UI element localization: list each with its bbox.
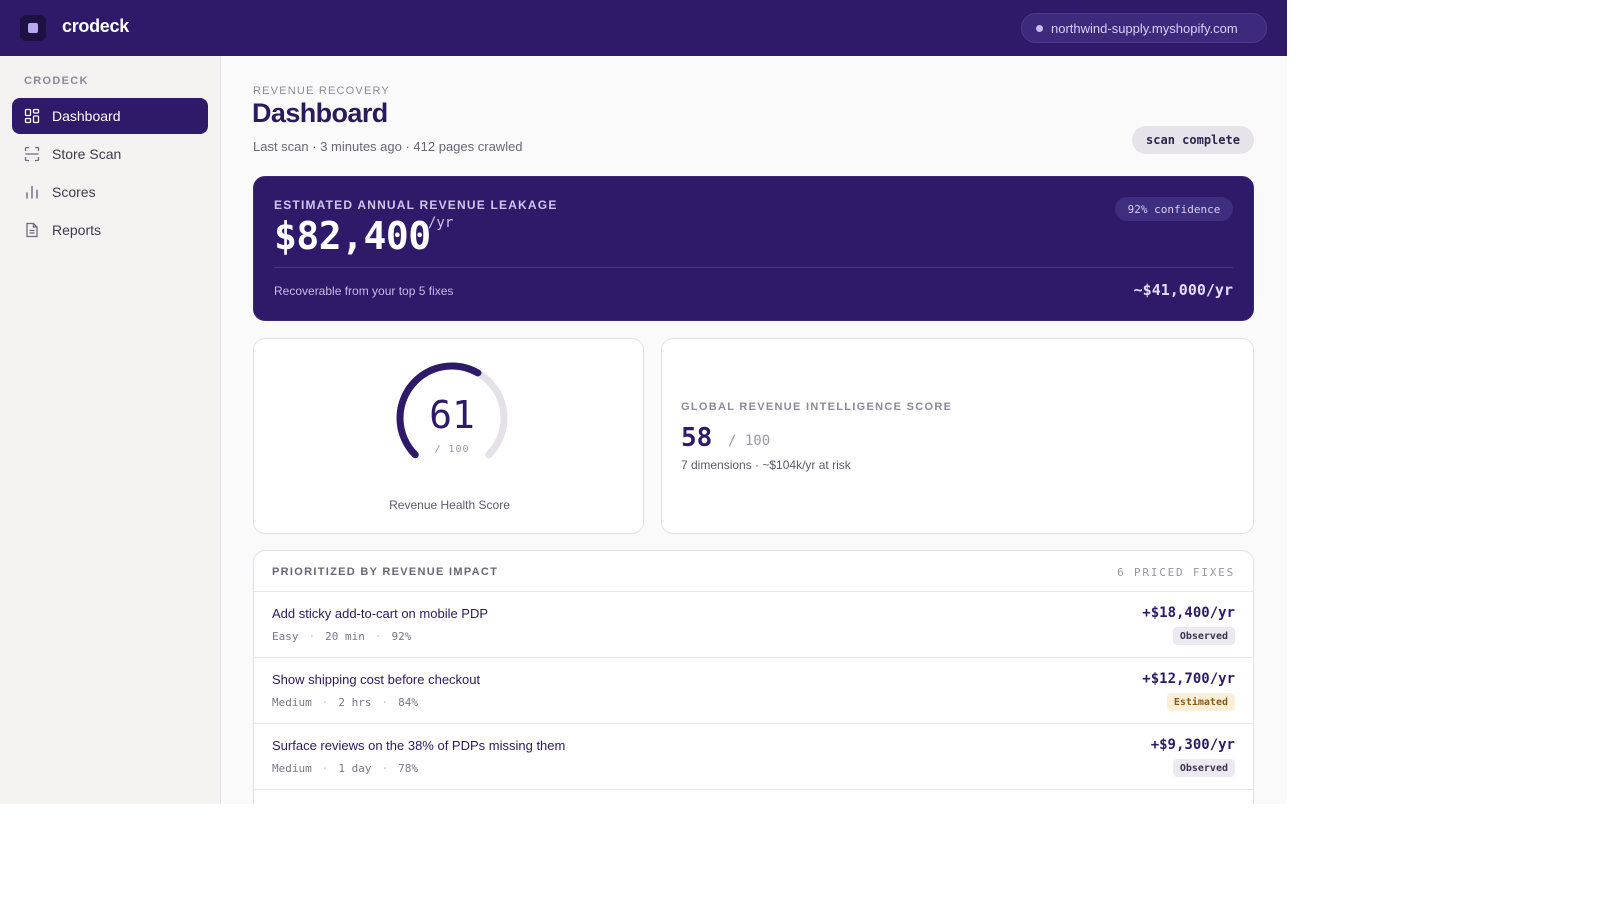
fix-value: +$9,300/yr	[1150, 737, 1235, 753]
fix-row[interactable]: Show shipping cost before checkout Mediu…	[254, 658, 1253, 724]
page-eyebrow: REVENUE RECOVERY	[253, 85, 390, 97]
fix-row[interactable]: Surface reviews on the 38% of PDPs missi…	[254, 724, 1253, 790]
fix-confidence: 84%	[398, 696, 418, 709]
scan-icon	[24, 146, 40, 162]
gri-description: 7 dimensions · ~$104k/yr at risk	[681, 458, 851, 472]
leakage-label: ESTIMATED ANNUAL REVENUE LEAKAGE	[274, 198, 558, 212]
fix-time: 20 min	[325, 630, 365, 643]
gri-max: / 100	[728, 433, 771, 449]
leakage-amount: $82,400	[274, 214, 431, 258]
sidebar-item-scores[interactable]: Scores	[12, 174, 208, 210]
divider	[274, 267, 1233, 268]
fix-value: +$12,700/yr	[1142, 671, 1235, 687]
sidebar-heading: CRODECK	[24, 75, 89, 87]
health-score-label: Revenue Health Score	[389, 498, 510, 512]
sidebar-item-label: Dashboard	[52, 108, 121, 124]
status-badge: scan complete	[1132, 126, 1254, 154]
sidebar: CRODECK Dashboard Store Scan	[0, 56, 221, 804]
status-dot-icon	[1036, 24, 1043, 32]
fixes-header: PRIORITIZED BY REVENUE IMPACT 6 PRICED F…	[254, 551, 1253, 592]
fix-confidence: 92%	[391, 630, 412, 643]
fix-title: Show shipping cost before checkout	[272, 672, 481, 687]
sidebar-item-label: Scores	[52, 184, 96, 200]
dashboard-grid-icon	[24, 108, 40, 124]
global-revenue-intelligence-card: GLOBAL REVENUE INTELLIGENCE SCORE 58 / 1…	[661, 338, 1254, 534]
leakage-unit: /yr	[428, 215, 454, 231]
app-window: crodeck northwind-supply.myshopify.com C…	[0, 0, 1287, 804]
bar-chart-icon	[24, 184, 40, 200]
sidebar-item-store-scan[interactable]: Store Scan	[12, 136, 208, 172]
page-title: Dashboard	[252, 98, 388, 128]
sidebar-item-label: Reports	[52, 222, 102, 238]
prioritized-fixes-panel: PRIORITIZED BY REVENUE IMPACT 6 PRICED F…	[253, 550, 1254, 804]
fix-title: Surface reviews on the 38% of PDPs missi…	[272, 738, 566, 753]
health-score-gauge	[396, 362, 508, 474]
sidebar-item-label: Store Scan	[52, 146, 122, 162]
page-subtitle: Last scan · 3 minutes ago · 412 pages cr…	[253, 139, 523, 154]
leakage-footer: Recoverable from your top 5 fixes	[274, 284, 454, 298]
fix-title: Add sticky add-to-cart on mobile PDP	[272, 606, 489, 621]
document-icon	[24, 222, 40, 238]
fix-effort: Easy	[272, 630, 299, 643]
recoverable-amount: ~$41,000/yr	[1133, 281, 1233, 299]
store-selector[interactable]: northwind-supply.myshopify.com	[1021, 13, 1267, 43]
fix-value: +$18,400/yr	[1142, 605, 1235, 621]
fix-effort: Medium	[272, 696, 312, 709]
fix-badge: Observed	[1172, 759, 1235, 777]
health-score-value: 61	[429, 393, 475, 437]
confidence-badge: 92% confidence	[1115, 197, 1233, 221]
top-bar: crodeck northwind-supply.myshopify.com	[0, 0, 1287, 56]
fixes-count: 6 PRICED FIXES	[1117, 566, 1235, 579]
fix-row[interactable]: Add sticky add-to-cart on mobile PDP Eas…	[254, 592, 1253, 658]
fixes-title: PRIORITIZED BY REVENUE IMPACT	[272, 566, 499, 578]
fix-badge: Observed	[1172, 627, 1235, 645]
gauge-fill	[396, 362, 508, 474]
sidebar-item-reports[interactable]: Reports	[12, 212, 208, 248]
revenue-health-card: 61 / 100 Revenue Health Score	[253, 338, 644, 534]
health-score-max: / 100	[434, 444, 470, 455]
sidebar-item-dashboard[interactable]: Dashboard	[12, 98, 208, 134]
fix-effort: Medium	[272, 762, 312, 775]
fix-confidence: 78%	[398, 762, 418, 775]
logo-icon[interactable]	[20, 15, 46, 41]
gri-label: GLOBAL REVENUE INTELLIGENCE SCORE	[681, 401, 953, 413]
store-domain: northwind-supply.myshopify.com	[1051, 20, 1238, 36]
fix-time: 2 hrs	[338, 696, 372, 709]
fix-meta: Medium · 2 hrs · 84%	[272, 696, 418, 709]
brand-name[interactable]: crodeck	[62, 16, 129, 36]
fix-row[interactable]	[254, 790, 1253, 804]
fix-meta: Easy · 20 min · 92%	[272, 630, 412, 643]
fix-time: 1 day	[338, 762, 372, 775]
revenue-leakage-card: ESTIMATED ANNUAL REVENUE LEAKAGE $82,400…	[253, 176, 1254, 321]
gri-score: 58	[681, 423, 713, 453]
fix-meta: Medium · 1 day · 78%	[272, 762, 418, 775]
fix-badge: Estimated	[1166, 693, 1235, 711]
